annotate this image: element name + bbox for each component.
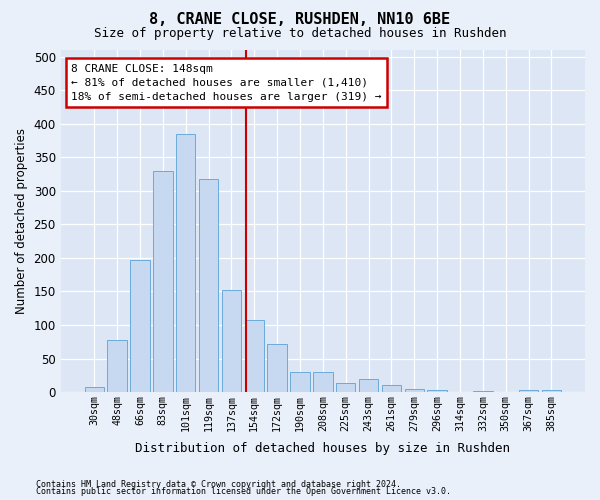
Bar [176, 134, 196, 392]
Bar [542, 390, 561, 392]
Bar [336, 384, 355, 392]
Bar [313, 372, 332, 392]
Bar [199, 179, 218, 392]
Text: 8, CRANE CLOSE, RUSHDEN, NN10 6BE: 8, CRANE CLOSE, RUSHDEN, NN10 6BE [149, 12, 451, 28]
Bar [85, 386, 104, 392]
Text: Contains public sector information licensed under the Open Government Licence v3: Contains public sector information licen… [36, 487, 451, 496]
Text: Size of property relative to detached houses in Rushden: Size of property relative to detached ho… [94, 28, 506, 40]
Bar [221, 290, 241, 392]
Y-axis label: Number of detached properties: Number of detached properties [15, 128, 28, 314]
Bar [427, 390, 447, 392]
X-axis label: Distribution of detached houses by size in Rushden: Distribution of detached houses by size … [136, 442, 511, 455]
Bar [153, 170, 173, 392]
Bar [268, 344, 287, 392]
Bar [359, 378, 378, 392]
Text: 8 CRANE CLOSE: 148sqm
← 81% of detached houses are smaller (1,410)
18% of semi-d: 8 CRANE CLOSE: 148sqm ← 81% of detached … [71, 64, 382, 102]
Bar [519, 390, 538, 392]
Bar [130, 260, 149, 392]
Bar [245, 320, 264, 392]
Bar [404, 389, 424, 392]
Bar [382, 386, 401, 392]
Bar [107, 340, 127, 392]
Bar [290, 372, 310, 392]
Text: Contains HM Land Registry data © Crown copyright and database right 2024.: Contains HM Land Registry data © Crown c… [36, 480, 401, 489]
